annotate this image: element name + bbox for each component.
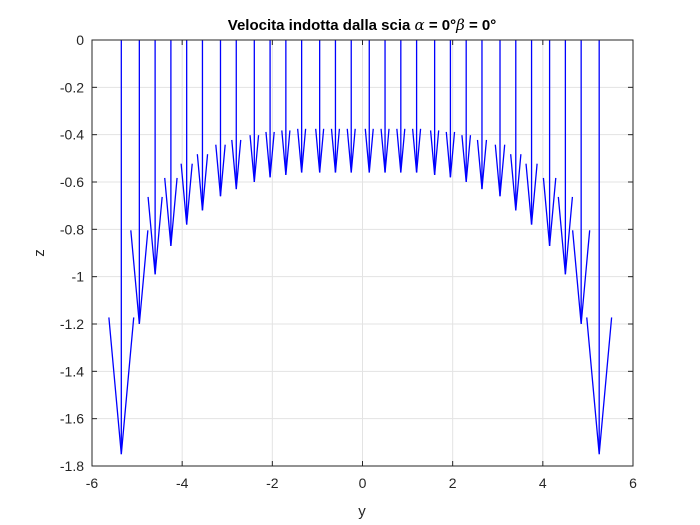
arrow-head <box>315 128 325 173</box>
arrow-head <box>429 130 440 175</box>
arrow-head <box>476 139 488 190</box>
x-tick-label: 0 <box>359 475 367 491</box>
velocity-arrow <box>180 40 193 225</box>
arrow-head <box>130 230 149 325</box>
velocity-arrow <box>330 40 341 173</box>
y-tick-label: -0.4 <box>60 127 84 143</box>
arrow-head <box>494 144 506 197</box>
alpha-value: = 0° <box>425 17 456 34</box>
arrow-head <box>571 230 591 325</box>
arrow-head <box>231 139 242 190</box>
arrow-head <box>396 128 406 173</box>
velocity-arrow <box>525 40 538 225</box>
velocity-arrow <box>429 40 440 175</box>
velocity-arrow <box>445 40 456 178</box>
arrow-head <box>108 317 135 455</box>
y-tick-label: -1.6 <box>60 411 84 427</box>
arrow-head <box>215 144 226 197</box>
y-tick-label: 0 <box>76 32 84 48</box>
chart-title: Velocita indotta dalla scia α = 0°β = 0° <box>228 16 496 34</box>
velocity-arrow <box>231 40 242 190</box>
axis-ticks <box>91 39 634 467</box>
arrow-head <box>265 131 275 178</box>
velocity-arrow <box>542 40 557 246</box>
velocity-arrow <box>130 40 149 325</box>
arrow-head <box>297 128 307 173</box>
velocity-arrow <box>510 40 522 211</box>
velocity-arrow <box>461 40 472 183</box>
arrow-head <box>330 128 341 173</box>
velocity-arrow <box>364 40 374 173</box>
y-tick-labels: 0 -0.2 -0.4 -0.6 -0.8 -1 -1.2 -1.4 -1.6 -1.8 <box>60 32 84 474</box>
arrow-head <box>281 130 291 175</box>
velocity-arrow <box>476 40 488 190</box>
y-tick-label: -1 <box>72 269 85 285</box>
x-tick-label: -4 <box>176 475 189 491</box>
x-axis-label: y <box>358 503 366 520</box>
velocity-arrow <box>346 40 356 173</box>
velocity-arrow <box>147 40 163 275</box>
y-tick-label: -1.8 <box>60 458 84 474</box>
velocity-arrow <box>380 40 390 173</box>
x-tick-labels: -6 -4 -2 0 2 4 6 <box>86 475 637 491</box>
beta-symbol: β <box>455 16 465 34</box>
beta-value: = 0° <box>465 17 496 34</box>
arrow-head <box>196 154 209 211</box>
arrow-head <box>147 196 163 275</box>
y-tick-label: -0.8 <box>60 221 84 237</box>
x-tick-label: -6 <box>86 475 99 491</box>
x-tick-label: -2 <box>266 475 279 491</box>
arrow-head <box>380 128 390 173</box>
velocity-arrows <box>108 40 613 455</box>
x-tick-label: 2 <box>449 475 457 491</box>
velocity-arrow <box>571 40 591 325</box>
y-tick-label: -0.2 <box>60 79 84 95</box>
arrow-head <box>164 177 178 246</box>
arrow-head <box>586 317 613 455</box>
y-axis-label: z <box>31 249 48 257</box>
arrow-head <box>180 163 193 225</box>
y-tick-label: -1.4 <box>60 363 84 379</box>
velocity-arrow <box>315 40 325 173</box>
velocity-arrow <box>281 40 291 175</box>
velocity-arrow <box>164 40 178 246</box>
arrow-head <box>249 135 260 183</box>
velocity-arrow <box>494 40 506 197</box>
velocity-arrow <box>297 40 307 173</box>
chart-title-text: Velocita indotta dalla scia <box>228 17 411 34</box>
velocity-arrow <box>396 40 406 173</box>
velocity-arrow <box>108 40 135 455</box>
arrow-head <box>461 135 472 183</box>
arrow-head <box>525 163 538 225</box>
velocity-arrow <box>196 40 209 211</box>
arrow-head <box>510 154 522 211</box>
velocity-arrow <box>215 40 226 197</box>
velocity-arrow <box>265 40 275 178</box>
arrow-head <box>445 131 456 178</box>
arrow-head <box>411 128 422 173</box>
arrow-head <box>557 196 574 275</box>
velocity-arrow <box>586 40 613 455</box>
x-tick-label: 6 <box>629 475 637 491</box>
alpha-symbol: α <box>415 16 425 34</box>
y-tick-label: -1.2 <box>60 316 84 332</box>
velocity-arrow <box>411 40 422 173</box>
y-tick-label: -0.6 <box>60 174 84 190</box>
x-tick-label: 4 <box>539 475 547 491</box>
arrow-head <box>364 128 374 173</box>
arrow-head <box>542 177 557 246</box>
arrow-head <box>346 128 356 173</box>
velocity-arrow <box>249 40 260 183</box>
velocity-arrow <box>557 40 574 275</box>
